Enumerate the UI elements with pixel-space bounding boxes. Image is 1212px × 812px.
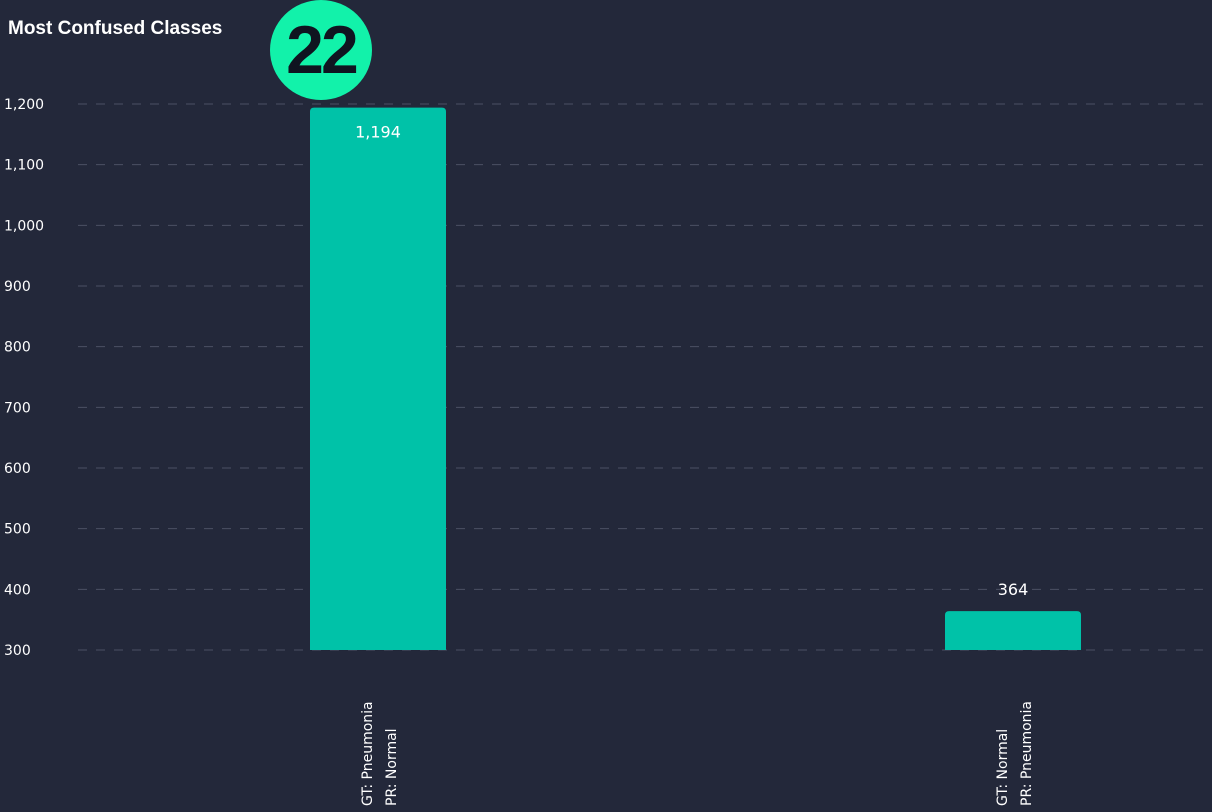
y-tick-label: 800 — [4, 340, 31, 356]
category-label-line: PR: Normal — [384, 728, 400, 806]
category-label-line: GT: Normal — [995, 729, 1011, 806]
y-tick-label: 300 — [4, 643, 31, 659]
bar[interactable] — [310, 107, 446, 650]
bar[interactable] — [945, 611, 1081, 650]
y-tick-label: 1,100 — [4, 158, 44, 174]
bar-value-label: 364 — [998, 580, 1029, 599]
y-tick-label: 600 — [4, 461, 31, 477]
category-label-line: PR: Pneumonia — [1019, 701, 1035, 806]
y-tick-label: 700 — [4, 400, 31, 416]
bar-value-label: 1,194 — [355, 123, 401, 142]
category-label-line: GT: Pneumonia — [360, 701, 376, 806]
bars — [310, 107, 1081, 650]
y-tick-label: 900 — [4, 279, 31, 295]
chart-title: Most Confused Classes — [8, 18, 223, 39]
grid-layer — [78, 103, 1212, 651]
y-axis-tick-labels: 300 400 500 600 700 800 900 1,000 1,100 1,200 — [4, 97, 44, 659]
y-tick-label: 400 — [4, 582, 31, 598]
y-tick-label: 500 — [4, 522, 31, 538]
y-tick-label: 1,000 — [4, 218, 44, 234]
category-labels: GT: Pneumonia PR: Normal GT: Normal PR: Pne… — [360, 701, 1035, 806]
y-tick-label: 1,200 — [4, 97, 44, 113]
category-label: GT: Normal PR: Pneumonia — [995, 701, 1035, 806]
category-label: GT: Pneumonia PR: Normal — [360, 701, 400, 806]
value-labels: 1,194 364 — [355, 123, 1028, 600]
marker-badge: 22 — [270, 0, 372, 100]
